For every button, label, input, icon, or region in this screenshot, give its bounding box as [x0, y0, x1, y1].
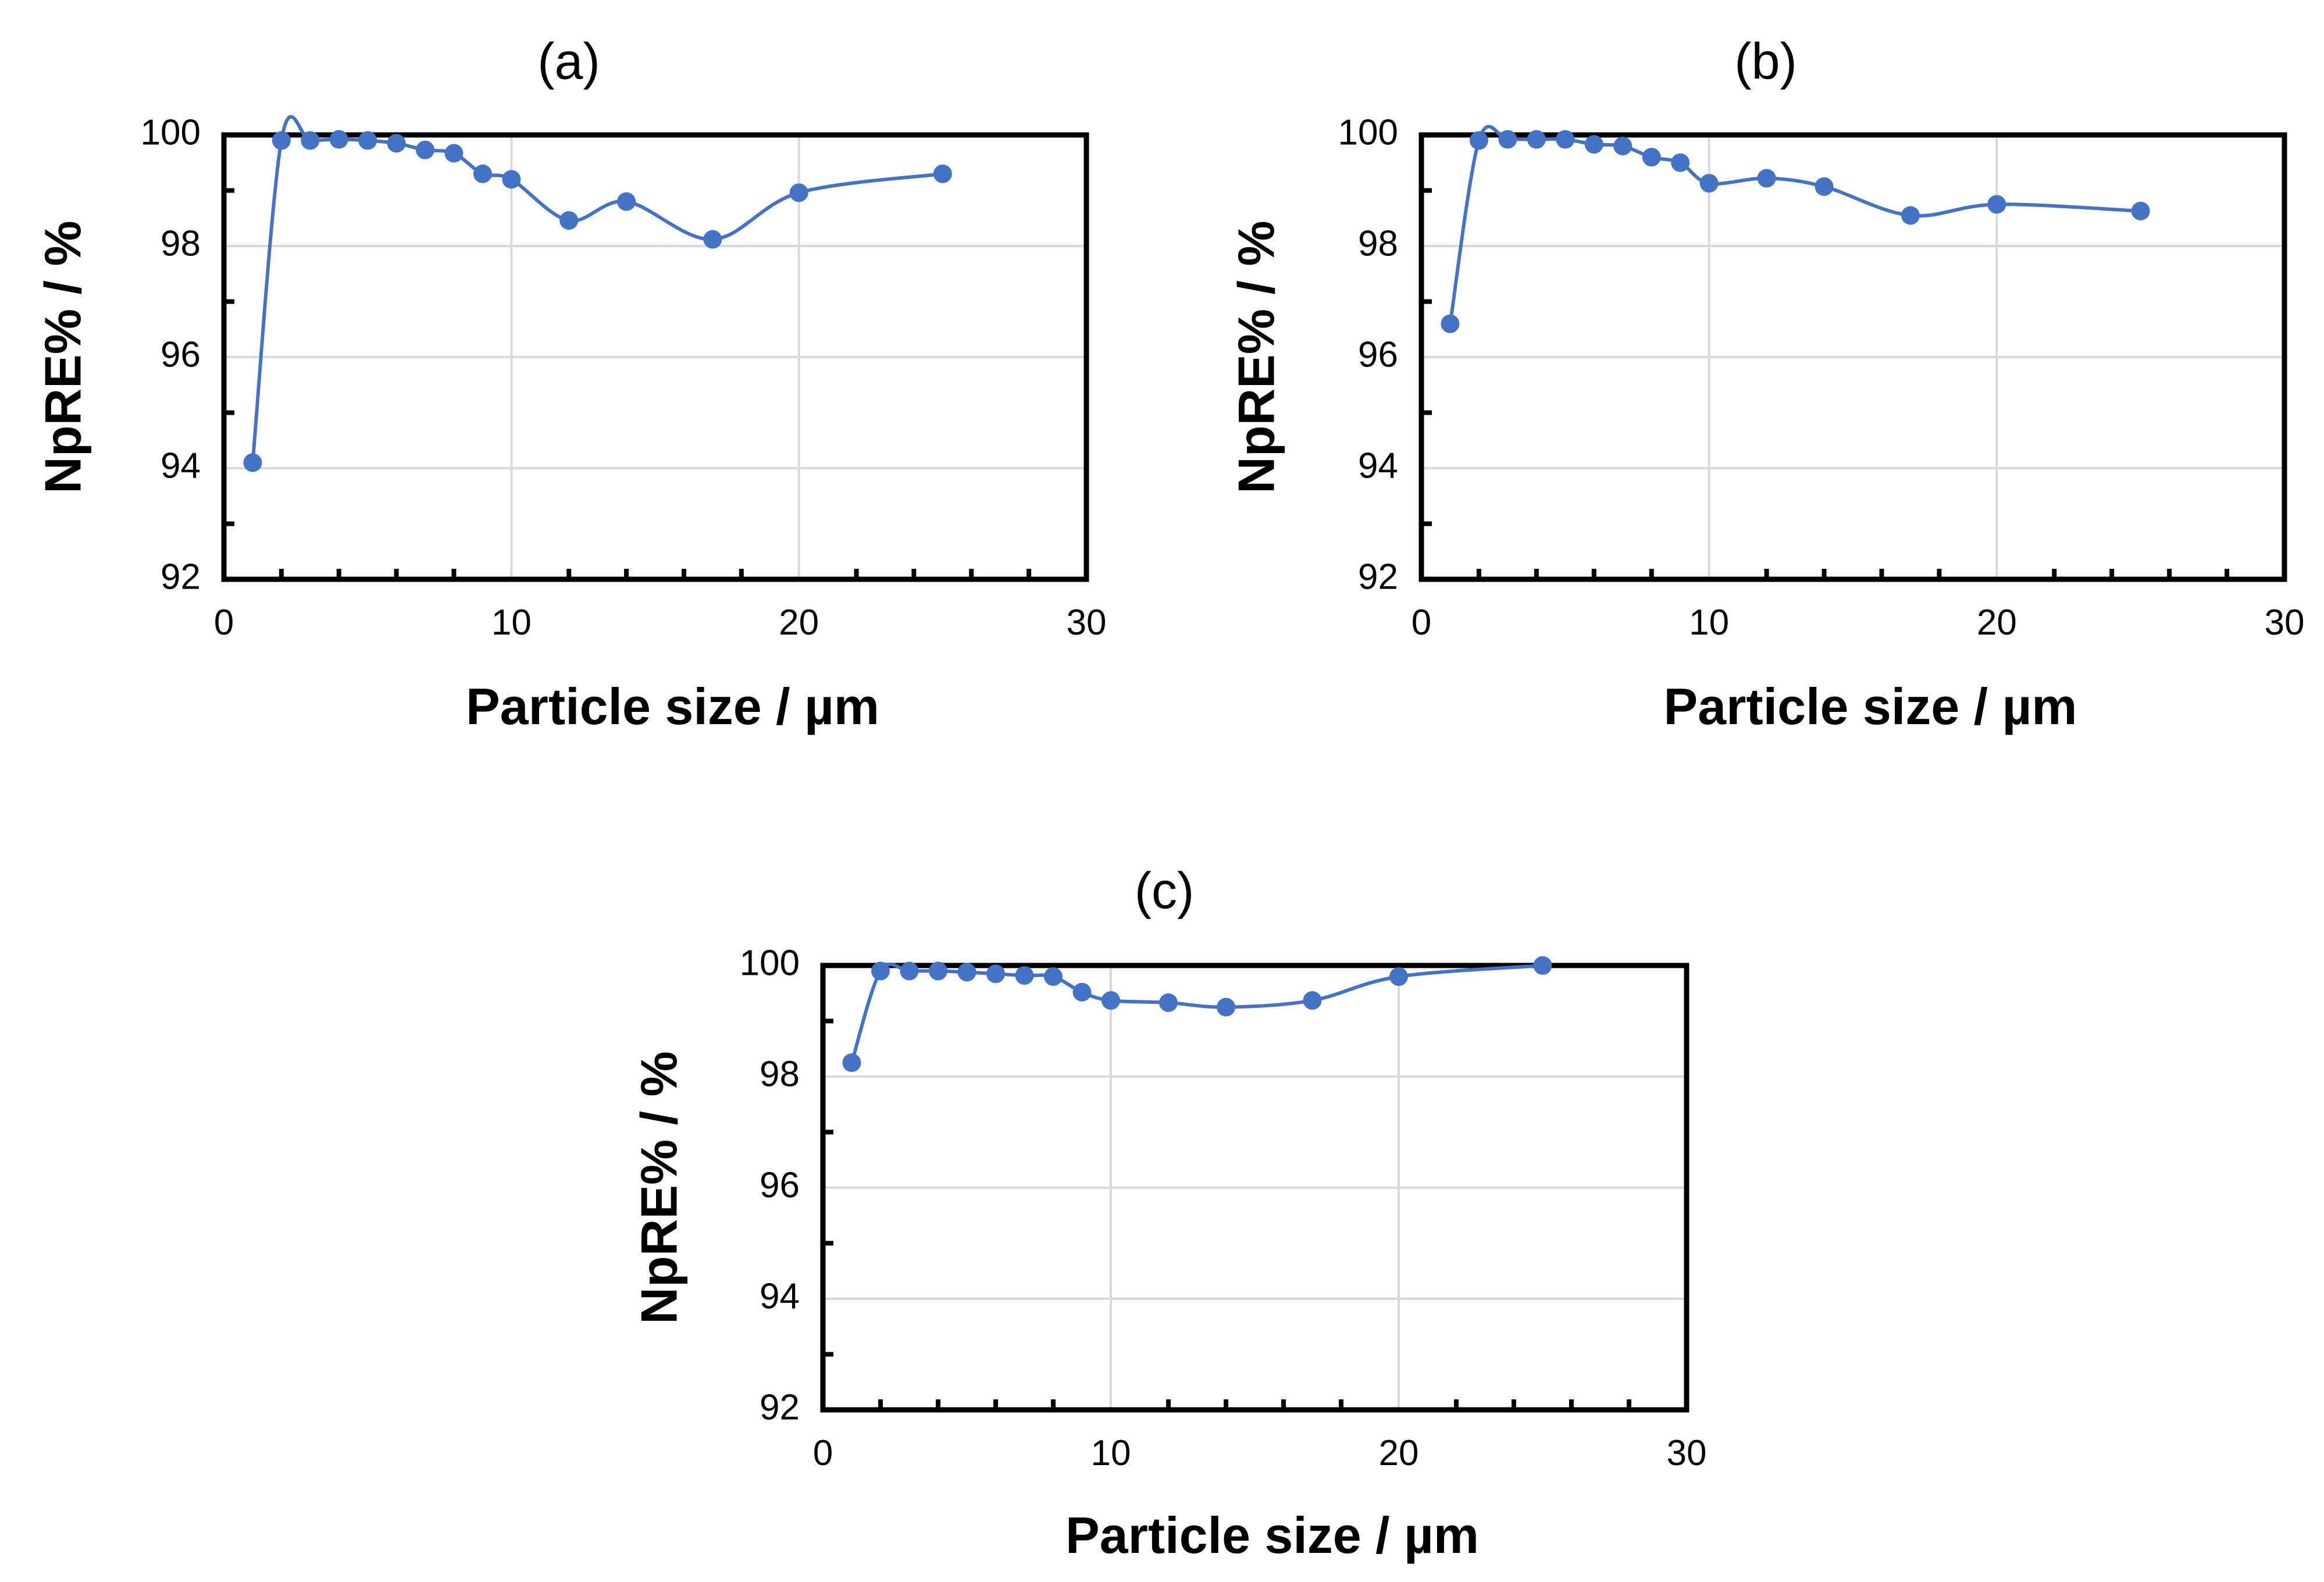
y-tick-label: 100 — [1338, 112, 1398, 152]
data-point — [1044, 967, 1063, 986]
data-point — [1556, 130, 1575, 149]
data-point — [444, 144, 464, 163]
y-tick-label: 100 — [141, 112, 201, 152]
data-point — [703, 230, 722, 249]
panel-title: (b) — [1734, 32, 1797, 90]
data-point — [358, 131, 377, 150]
x-tick-label: 20 — [1977, 603, 2017, 643]
series-line — [850, 962, 1543, 1064]
data-point — [1815, 177, 1834, 196]
data-point — [1102, 991, 1120, 1010]
plot-frame — [1418, 132, 2287, 582]
data-point — [243, 453, 262, 472]
y-tick-label: 92 — [1358, 557, 1398, 597]
y-tick-label: 96 — [1358, 334, 1398, 375]
data-point — [1642, 148, 1661, 167]
x-tick-label: 30 — [1667, 1433, 1707, 1473]
data-point — [1072, 982, 1092, 1002]
panel-title: (a) — [537, 32, 600, 90]
y-tick-label: 94 — [161, 446, 201, 486]
x-tick-label: 30 — [1067, 603, 1107, 643]
x-tick-label: 10 — [1689, 603, 1729, 643]
data-point — [871, 961, 890, 981]
x-axis-title: Particle size / µm — [1663, 678, 2077, 735]
x-tick-label: 0 — [813, 1433, 833, 1473]
plot-frame — [820, 963, 1689, 1413]
y-axis-title: NpRE% / % — [34, 220, 91, 493]
data-point — [502, 170, 521, 189]
data-point — [1584, 135, 1603, 154]
x-tick-label: 30 — [2265, 603, 2305, 643]
chart-panel-0: (a) 0 10 20 30 92 94 96 98 100 Particle size / µm N… — [34, 32, 1106, 735]
data-point — [1757, 169, 1776, 188]
y-tick-label: 96 — [161, 334, 201, 375]
x-tick-label: 10 — [491, 603, 532, 643]
data-point — [559, 211, 579, 230]
data-point — [1389, 967, 1408, 986]
x-tick-label: 0 — [214, 603, 234, 643]
data-point — [1498, 130, 1517, 149]
y-tick-label: 100 — [740, 943, 800, 983]
chart-panel-1: (b) 0 10 20 30 92 94 96 98 100 Particle size / µm N… — [1227, 32, 2304, 735]
data-point — [929, 961, 947, 981]
series-line — [1448, 124, 2141, 325]
data-point — [2131, 201, 2150, 220]
data-point — [957, 963, 976, 982]
y-tick-label: 96 — [760, 1165, 800, 1205]
data-point — [1159, 993, 1178, 1012]
y-tick-label: 98 — [760, 1054, 800, 1094]
data-point — [842, 1053, 861, 1073]
data-point — [272, 131, 291, 150]
data-point — [1613, 137, 1632, 156]
data-point — [1901, 206, 1920, 225]
data-point — [1527, 130, 1546, 149]
data-point — [473, 164, 492, 183]
data-point — [1217, 997, 1235, 1017]
y-tick-label: 94 — [760, 1276, 800, 1316]
y-tick-label: 92 — [760, 1387, 800, 1427]
data-point — [1533, 956, 1552, 975]
y-tick-label: 94 — [1358, 446, 1398, 486]
data-point — [617, 192, 636, 211]
data-point — [933, 164, 952, 183]
x-axis-title: Particle size / µm — [1065, 1506, 1479, 1564]
data-point — [1469, 131, 1488, 150]
plot-frame — [221, 132, 1089, 582]
x-axis-title: Particle size / µm — [466, 678, 879, 735]
y-tick-label: 98 — [161, 223, 201, 263]
data-point — [329, 130, 348, 149]
x-tick-label: 20 — [779, 603, 819, 643]
data-point — [1671, 153, 1690, 172]
data-point — [900, 961, 919, 981]
data-point — [1441, 314, 1460, 333]
data-point — [387, 134, 406, 153]
data-point — [789, 183, 808, 202]
y-axis-title: NpRE% / % — [630, 1051, 687, 1324]
data-point — [1303, 991, 1322, 1010]
y-tick-label: 92 — [161, 557, 201, 597]
x-tick-label: 10 — [1091, 1433, 1131, 1473]
data-point — [416, 140, 435, 159]
y-axis-title: NpRE% / % — [1227, 220, 1285, 493]
x-tick-label: 20 — [1379, 1433, 1419, 1473]
x-tick-label: 0 — [1411, 603, 1431, 643]
series-line — [251, 115, 943, 463]
panel-title: (c) — [1135, 861, 1195, 919]
data-point — [301, 131, 320, 150]
chart-panel-2: (c) 0 10 20 30 92 94 96 98 100 Particle size / µm N… — [630, 861, 1706, 1564]
data-point — [986, 964, 1005, 984]
data-point — [1987, 195, 2006, 214]
data-point — [1015, 966, 1034, 985]
data-point — [1699, 174, 1719, 193]
y-tick-label: 98 — [1358, 223, 1398, 263]
